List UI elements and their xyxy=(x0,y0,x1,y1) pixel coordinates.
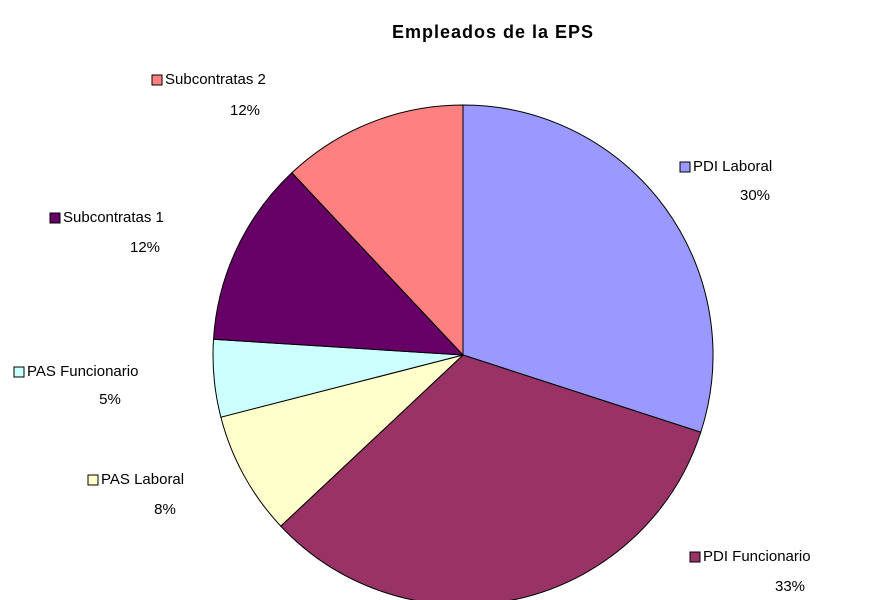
slice-label: Subcontratas 2 xyxy=(165,71,266,88)
slice-label: PDI Funcionario xyxy=(703,548,811,565)
legend-swatch xyxy=(13,366,25,378)
chart-title: Empleados de la EPS xyxy=(392,22,594,42)
slice-value-label: 8% xyxy=(154,501,176,518)
slice-label: PAS Laboral xyxy=(101,471,184,488)
legend-swatch xyxy=(679,161,691,173)
legend-swatch xyxy=(49,212,61,224)
slice-value-label: 12% xyxy=(230,102,260,119)
slice-label: PDI Laboral xyxy=(693,158,772,175)
slice-value-label: 12% xyxy=(130,239,160,256)
pie-slice xyxy=(212,172,465,356)
pie-slice xyxy=(280,354,702,600)
legend-swatch xyxy=(87,474,99,486)
slice-label: PAS Funcionario xyxy=(27,363,138,380)
pie-slice xyxy=(462,104,714,433)
legend-swatch xyxy=(689,551,701,563)
slice-value-label: 5% xyxy=(99,391,121,408)
pie-slice xyxy=(291,104,464,357)
pie-slice xyxy=(220,354,464,527)
legend-swatch xyxy=(151,74,163,86)
slice-label: Subcontratas 1 xyxy=(63,209,164,226)
slice-value-label: 33% xyxy=(775,578,805,595)
slice-value-label: 30% xyxy=(740,187,770,204)
